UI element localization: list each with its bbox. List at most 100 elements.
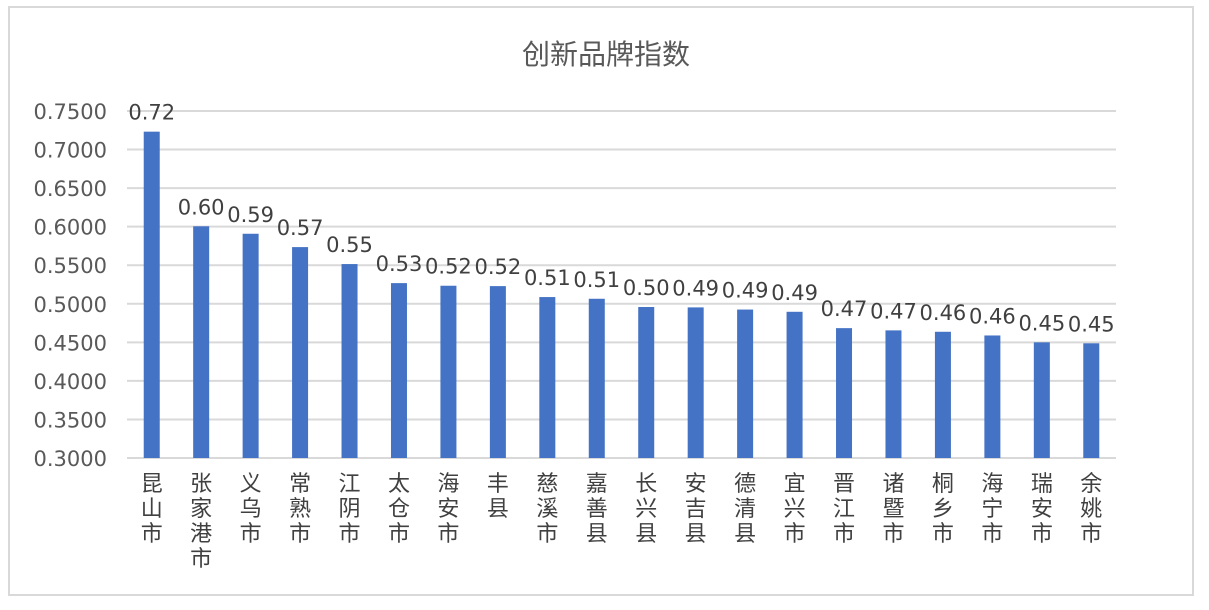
data-label: 0.46 <box>969 304 1016 328</box>
category-label-char: 熟 <box>289 497 311 522</box>
category-label-char: 县 <box>487 497 509 522</box>
category-label-char: 海 <box>437 472 459 497</box>
bar <box>1083 343 1100 458</box>
data-label: 0.51 <box>524 266 571 290</box>
category-label-char: 吉 <box>685 497 707 522</box>
y-tick-label: 0.5500 <box>34 254 107 278</box>
category-label: 丰县 <box>487 472 509 522</box>
category-label-char: 市 <box>190 547 212 572</box>
category-label-char: 昆 <box>141 472 163 497</box>
category-label-char: 余 <box>1080 472 1102 497</box>
category-label-char: 市 <box>882 522 904 547</box>
bar <box>242 233 259 458</box>
data-label: 0.52 <box>474 255 521 279</box>
category-label: 嘉善县 <box>586 472 608 547</box>
bars <box>143 131 1100 458</box>
x-axis-category-labels: 昆山市张家港市义乌市常熟市江阴市太仓市海安市丰县慈溪市嘉善县长兴县安吉县德清县宜… <box>141 472 1103 572</box>
data-label: 0.60 <box>178 195 225 219</box>
category-label-char: 市 <box>833 522 855 547</box>
y-tick-label: 0.4500 <box>34 331 107 355</box>
data-label: 0.46 <box>920 301 967 325</box>
category-label: 桐乡市 <box>932 472 954 547</box>
category-label: 常熟市 <box>289 472 311 547</box>
category-label-char: 嘉 <box>586 472 608 497</box>
category-label: 太仓市 <box>388 472 410 547</box>
data-label: 0.45 <box>1018 311 1065 335</box>
category-label-char: 太 <box>388 472 410 497</box>
category-label-char: 宁 <box>981 497 1003 522</box>
category-label-char: 安 <box>685 472 707 497</box>
category-label-char: 市 <box>289 522 311 547</box>
bar <box>984 335 1001 458</box>
chart-title: 创新品牌指数 <box>522 38 690 71</box>
category-label: 安吉县 <box>685 472 707 547</box>
chart-frame: 创新品牌指数 0.3000 0.3500 0.4000 0.4500 0.5000 0.5… <box>8 6 1194 596</box>
category-label-char: 仓 <box>388 497 410 522</box>
category-label-char: 暨 <box>882 497 904 522</box>
y-tick-label: 0.7500 <box>34 100 107 124</box>
category-label-char: 市 <box>388 522 410 547</box>
bar <box>143 131 160 458</box>
category-label-char: 港 <box>190 522 212 547</box>
category-label-char: 安 <box>1031 497 1053 522</box>
category-label-char: 县 <box>586 522 608 547</box>
bar <box>786 311 803 458</box>
category-label-char: 安 <box>437 497 459 522</box>
category-label-char: 江 <box>339 472 361 497</box>
y-tick-label: 0.6000 <box>34 216 107 240</box>
bar <box>489 286 506 458</box>
data-label: 0.51 <box>573 268 620 292</box>
category-label-char: 清 <box>734 497 756 522</box>
category-label-char: 江 <box>833 497 855 522</box>
category-label-char: 溪 <box>536 497 558 522</box>
category-label-char: 市 <box>339 522 361 547</box>
category-label: 海宁市 <box>981 472 1003 547</box>
category-label-char: 市 <box>1031 522 1053 547</box>
category-label-char: 德 <box>734 472 756 497</box>
category-label-char: 乌 <box>240 497 262 522</box>
category-label-char: 县 <box>734 522 756 547</box>
category-label-char: 诸 <box>882 472 904 497</box>
category-label-char: 兴 <box>784 497 806 522</box>
category-label-char: 市 <box>981 522 1003 547</box>
category-label: 长兴县 <box>635 472 657 547</box>
category-label: 慈溪市 <box>536 472 558 547</box>
bar <box>390 283 407 458</box>
category-label-char: 善 <box>586 497 608 522</box>
y-tick-label: 0.6500 <box>34 177 107 201</box>
category-label-char: 县 <box>685 522 707 547</box>
category-label-char: 山 <box>141 497 163 522</box>
bar <box>836 328 853 458</box>
category-label-char: 乡 <box>932 497 954 522</box>
y-tick-label: 0.3500 <box>34 408 107 432</box>
category-label-char: 市 <box>437 522 459 547</box>
data-label: 0.49 <box>771 281 818 305</box>
gridlines <box>127 110 1116 459</box>
bar <box>440 285 457 458</box>
category-label-char: 县 <box>635 522 657 547</box>
category-label-char: 常 <box>289 472 311 497</box>
category-label-char: 家 <box>190 497 212 522</box>
category-label-char: 桐 <box>932 472 954 497</box>
category-label-char: 市 <box>1080 522 1102 547</box>
category-label-char: 长 <box>635 472 657 497</box>
category-label: 德清县 <box>734 472 756 547</box>
y-tick-label: 0.7000 <box>34 139 107 163</box>
bar <box>341 264 358 458</box>
y-tick-label: 0.3000 <box>34 447 107 471</box>
category-label-char: 市 <box>141 522 163 547</box>
data-label: 0.49 <box>722 279 769 303</box>
category-label: 昆山市 <box>141 472 163 547</box>
bar <box>1033 342 1050 458</box>
category-label: 晋江市 <box>833 472 855 547</box>
category-label: 江阴市 <box>339 472 361 547</box>
data-label: 0.55 <box>326 233 373 257</box>
data-label: 0.52 <box>425 255 472 279</box>
data-label: 0.49 <box>672 276 719 300</box>
bar <box>687 307 704 458</box>
category-label-char: 瑞 <box>1031 472 1053 497</box>
category-label-char: 姚 <box>1080 497 1102 522</box>
category-label-char: 海 <box>981 472 1003 497</box>
bar <box>934 331 951 458</box>
category-label-char: 丰 <box>487 472 509 497</box>
